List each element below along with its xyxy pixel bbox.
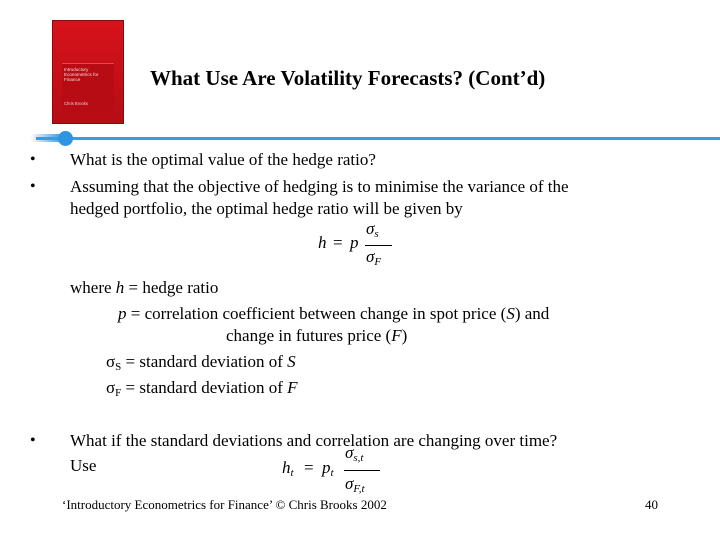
definition-sigma-s: σS = standard deviation of S [106, 352, 296, 373]
bullet-2-text: Assuming that the objective of hedging i… [70, 177, 569, 196]
definition-h: where h = hedge ratio [70, 278, 219, 297]
bullet-2-continuation: hedged portfolio, the optimal hedge rati… [70, 199, 463, 218]
title-divider [36, 137, 720, 140]
slide-title: What Use Are Volatility Forecasts? (Cont… [150, 66, 546, 90]
book-cover-image: Introductory Econometrics for Finance Ch… [52, 20, 124, 124]
footer-citation: ‘Introductory Econometrics for Finance’ … [62, 497, 387, 512]
formula1-equals: = [333, 233, 343, 252]
time-varying-hedge-ratio-formula: ht = pt σs,t σF,t [282, 442, 392, 496]
formula1-numerator: σs [366, 219, 379, 240]
cover-author: Chris Brooks [64, 101, 88, 106]
formula2-fraction-bar [344, 470, 380, 471]
page-number: 40 [645, 497, 658, 512]
formula1-coef: p [350, 233, 359, 252]
formula2-lhs: ht [282, 458, 294, 479]
definition-sigma-f: σF = standard deviation of F [106, 378, 298, 399]
cover-title: Introductory Econometrics for Finance [64, 67, 99, 83]
bullet-3-continuation: Use [70, 456, 97, 475]
bullet-marker-1: • [30, 151, 36, 168]
bullet-1-text: What is the optimal value of the hedge r… [70, 150, 376, 169]
cover-panel [62, 63, 114, 112]
hedge-ratio-formula: h = p σs σF [318, 219, 398, 269]
formula1-lhs: h [318, 233, 327, 252]
bullet-marker-3: • [30, 432, 36, 449]
formula2-equals: = [304, 458, 314, 477]
divider-dot-icon [58, 131, 73, 146]
formula1-denominator: σF [366, 247, 382, 268]
formula2-coef: pt [322, 458, 334, 479]
bullet-marker-2: • [30, 178, 36, 195]
formula2-denominator: σF,t [345, 474, 365, 495]
formula1-fraction-bar [365, 245, 392, 246]
bullet-3-text: What if the standard deviations and corr… [70, 431, 558, 450]
formula2-numerator: σs,t [345, 443, 364, 464]
definition-p-line-1: p = correlation coefficient between chan… [118, 304, 550, 323]
definition-p-line-2: change in futures price (F) [226, 326, 408, 345]
